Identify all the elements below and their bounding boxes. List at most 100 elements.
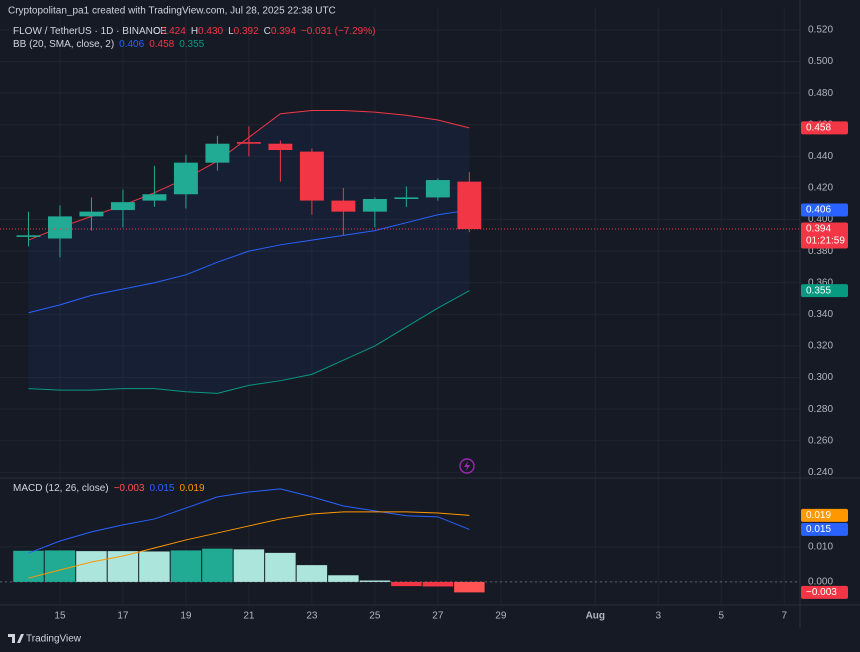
y-tick-label: 0.300: [808, 372, 833, 383]
alert-circle[interactable]: [459, 458, 475, 474]
y-tick-label: 0.320: [808, 341, 833, 352]
candle-body: [299, 151, 324, 201]
candle-body: [47, 216, 72, 239]
histogram-bar: [328, 575, 359, 582]
y-tick-label: 0.480: [808, 88, 833, 99]
price-badge-label: 0.019: [806, 510, 831, 521]
y-tick-label: 0.500: [808, 56, 833, 67]
x-tick-label: 17: [117, 611, 129, 622]
marks: [0, 110, 800, 593]
price-badge: [801, 284, 848, 298]
ohlc-legend: O0.424 H0.430 L0.392 C0.394 −0.031 (−7.29%): [153, 26, 375, 37]
price-badge-label: 0.394: [806, 224, 831, 235]
candle-body: [425, 180, 450, 198]
price-badge: [801, 222, 848, 249]
macd-legend-value: 0.019: [180, 483, 205, 494]
ohlc-key: H: [191, 26, 198, 37]
price-badge-label: 0.406: [806, 205, 831, 216]
candle-body: [110, 202, 135, 211]
price-badge-label: 0.355: [806, 285, 831, 296]
y-tick-label: 0.440: [808, 151, 833, 162]
band-fill: [28, 110, 470, 394]
x-tick-label: 23: [306, 611, 318, 622]
x-tick-label: 15: [54, 611, 66, 622]
histogram-bar: [202, 548, 233, 582]
candle-body: [205, 143, 230, 163]
y-tick-label: 0.520: [808, 25, 833, 36]
candle-body: [331, 200, 356, 212]
y-tick-label: 0.340: [808, 309, 833, 320]
x-tick-label: 21: [243, 611, 255, 622]
x-tick-label: 19: [180, 611, 192, 622]
brand-logo[interactable]: [8, 634, 24, 643]
macd-line: [28, 511, 470, 579]
macd-legend-value: 0.015: [149, 483, 174, 494]
price-badge-timer: 01:21:59: [806, 236, 845, 247]
ohlc-value: 0.392: [234, 26, 259, 37]
candle-body: [236, 142, 261, 144]
price-badge-label: 0.458: [806, 123, 831, 134]
candle-body: [268, 143, 293, 151]
ohlc-key: C: [264, 26, 271, 37]
x-tick-label: 29: [495, 611, 507, 622]
candle-body: [457, 181, 482, 230]
y-tick-label: 0.380: [808, 246, 833, 257]
price-badge: [801, 585, 848, 599]
bb-legend-value: 0.355: [179, 39, 204, 50]
candle-body: [173, 162, 198, 195]
price-badge: [801, 522, 848, 536]
ohlc-key: L: [228, 26, 234, 37]
candle-body: [362, 199, 387, 212]
macd-legend: MACD (12, 26, close) −0.003 0.015 0.019: [13, 483, 205, 494]
histogram-bar: [76, 551, 107, 582]
ohlc-value: 0.394: [271, 26, 296, 37]
bb-legend: BB (20, SMA, close, 2) 0.406 0.458 0.355: [13, 39, 205, 50]
x-tick-label: 27: [432, 611, 444, 622]
price-badge-label: 0.015: [806, 524, 831, 535]
ohlc-value: 0.424: [161, 26, 186, 37]
candle-body: [394, 197, 419, 200]
histogram-bar: [359, 580, 391, 582]
price-badge: [801, 508, 848, 522]
ohlc-value: 0.430: [198, 26, 223, 37]
x-tick-label: 25: [369, 611, 381, 622]
bb-line: [28, 290, 470, 394]
ohlc-change: −0.031 (−7.29%): [301, 26, 376, 37]
alert-bolt[interactable]: [464, 461, 470, 471]
brand[interactable]: TradingView: [8, 634, 82, 645]
macd-legend-value: −0.003: [114, 483, 145, 494]
histogram-bar: [296, 565, 328, 582]
y-tick-label: 0.360: [808, 277, 833, 288]
histogram-bar: [13, 550, 44, 582]
macd-legend-title: MACD (12, 26, close): [13, 483, 109, 494]
alert-icon[interactable]: [459, 458, 475, 474]
y-tick-label: 0.260: [808, 435, 833, 446]
ohlc-key: O: [153, 26, 161, 37]
candle-body: [142, 194, 167, 201]
y-tick-label: 0.000: [808, 577, 833, 588]
y-tick-label: 0.280: [808, 404, 833, 415]
histogram-bar: [170, 550, 202, 582]
y-tick-label: 0.400: [808, 214, 833, 225]
symbol: FLOW / TetherUS · 1D · BINANCE: [13, 26, 167, 37]
symbol-legend: FLOW / TetherUS · 1D · BINANCE: [13, 26, 167, 37]
macd-line: [28, 488, 470, 554]
x-tick-label: 5: [718, 611, 724, 622]
candle-body: [16, 235, 41, 237]
y-tick-label: 0.420: [808, 183, 833, 194]
x-tick-label: 7: [781, 611, 787, 622]
histogram-bar: [233, 549, 265, 582]
credit: Cryptopolitan_pa1 created with TradingVi…: [8, 6, 336, 17]
histogram-bar: [265, 552, 296, 582]
candle-body: [79, 211, 104, 217]
bb-legend-value: 0.406: [119, 39, 144, 50]
brand-name[interactable]: TradingView: [26, 634, 82, 645]
histogram-bar: [44, 550, 76, 582]
x-tick-label: 3: [656, 611, 662, 622]
x-tick-label: Aug: [586, 611, 605, 622]
price-badge-label: −0.003: [806, 587, 837, 598]
histogram-bar: [391, 581, 422, 587]
